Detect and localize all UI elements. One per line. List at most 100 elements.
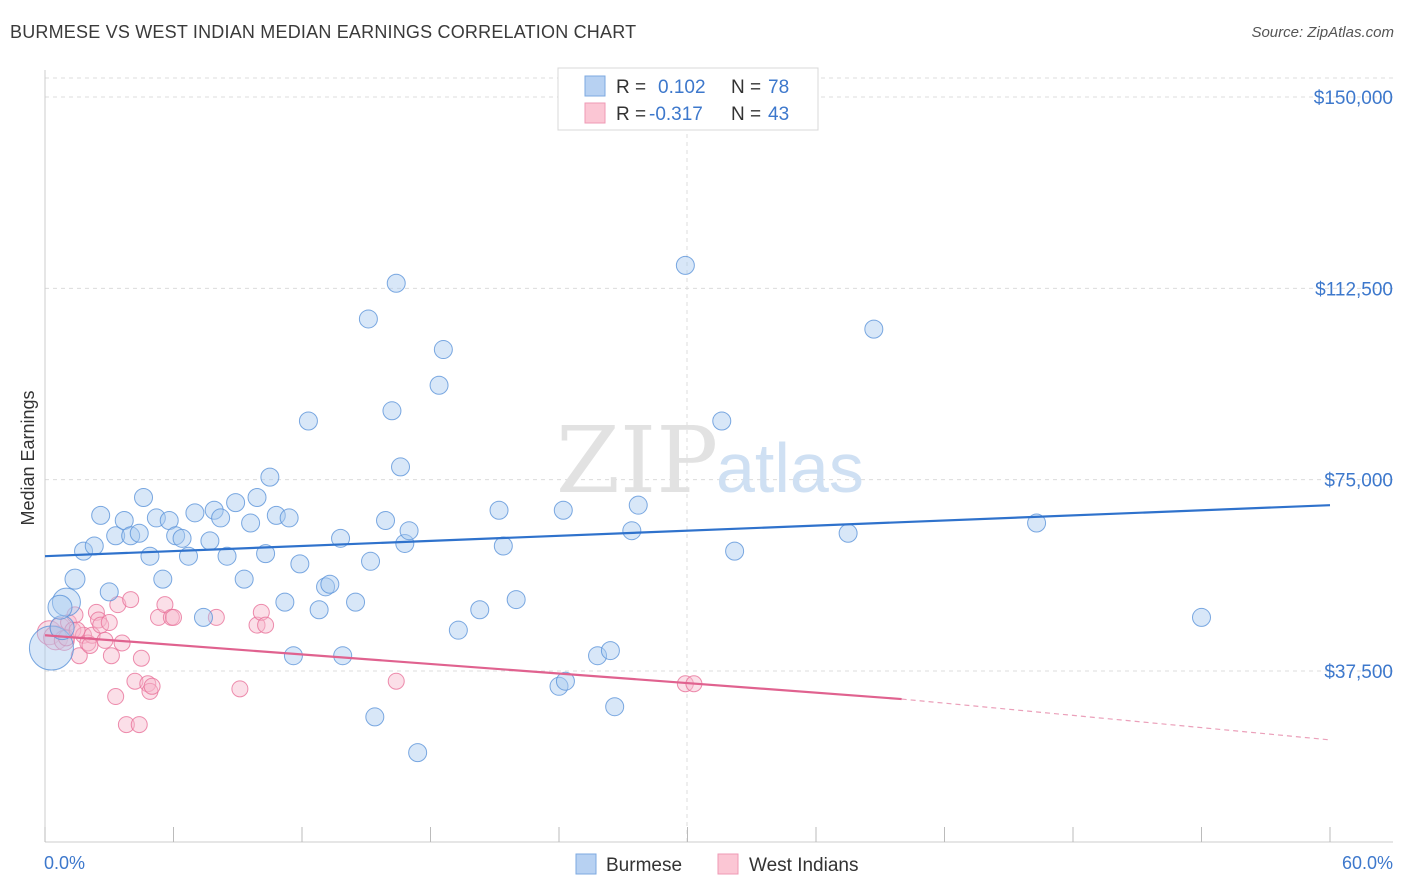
y-tick-label: $112,500 xyxy=(1315,279,1393,300)
burmese-point xyxy=(506,590,526,610)
west-indians-point xyxy=(257,616,275,634)
legend-r-label: R = xyxy=(616,77,646,98)
burmese-point xyxy=(725,541,745,561)
burmese-point xyxy=(448,620,468,640)
burmese-point xyxy=(153,569,173,589)
x-tick-labels: 0.0% 60.0% xyxy=(44,853,1393,873)
legend-swatch-burmese xyxy=(575,853,597,875)
burmese-point xyxy=(433,340,453,360)
burmese-point xyxy=(47,594,73,620)
burmese-point xyxy=(382,401,402,421)
burmese-point xyxy=(279,508,299,528)
burmese-point xyxy=(275,592,295,612)
burmese-point xyxy=(493,536,513,556)
burmese-point xyxy=(256,544,276,564)
y-axis-title: Median Earnings xyxy=(18,390,38,525)
west-indians-point xyxy=(107,688,125,706)
burmese-point xyxy=(129,523,149,543)
burmese-point xyxy=(185,503,205,523)
legend-r-value: -0.317 xyxy=(649,104,703,125)
burmese-point xyxy=(395,533,415,553)
burmese-point xyxy=(628,495,648,515)
legend-n-label: N = xyxy=(731,104,761,125)
legend-n-label: N = xyxy=(731,77,761,98)
legend-n-value: 78 xyxy=(768,77,789,98)
west-indians-point xyxy=(117,716,135,734)
burmese-point xyxy=(588,646,608,666)
burmese-point xyxy=(193,607,213,627)
burmese-point xyxy=(320,574,340,594)
burmese-point xyxy=(331,528,351,548)
watermark-atlas: atlas xyxy=(716,429,864,507)
legend-top: R = 0.102 N = 78 R = -0.317 N = 43 xyxy=(557,67,819,131)
burmese-point xyxy=(391,457,411,477)
west-indians-point xyxy=(207,608,225,626)
burmese-point xyxy=(226,493,246,513)
burmese-point xyxy=(549,676,569,696)
x-tick-label: 0.0% xyxy=(44,853,85,873)
legend-label-west-indians: West Indians xyxy=(749,855,858,876)
burmese-point xyxy=(91,505,111,525)
burmese-point xyxy=(605,697,625,717)
west-indians-point xyxy=(248,616,266,634)
west-indians-point xyxy=(109,596,127,614)
legend-r-value: 0.102 xyxy=(658,77,706,98)
burmese-point xyxy=(134,488,154,508)
y-tick-label: $75,000 xyxy=(1324,471,1393,492)
burmese-point xyxy=(555,671,575,691)
y-tick-label: $150,000 xyxy=(1314,88,1393,109)
y-tick-labels: $37,500 $75,000 $112,500 $150,000 xyxy=(1314,88,1393,683)
burmese-points xyxy=(28,255,1211,763)
burmese-point xyxy=(1027,513,1047,533)
burmese-point xyxy=(204,500,224,520)
west-indians-point xyxy=(100,614,118,632)
burmese-point xyxy=(260,467,280,487)
legend-swatch-west-indians xyxy=(717,853,739,875)
burmese-point xyxy=(217,546,237,566)
burmese-point xyxy=(283,646,303,666)
burmese-point xyxy=(309,600,329,620)
west-indians-point xyxy=(113,634,131,652)
burmese-point xyxy=(234,569,254,589)
burmese-point xyxy=(333,646,353,666)
west-indians-point xyxy=(387,672,405,690)
legend-swatch-burmese xyxy=(584,75,606,97)
chart-title: BURMESE VS WEST INDIAN MEDIAN EARNINGS C… xyxy=(10,22,637,42)
west-indians-point xyxy=(122,591,140,609)
burmese-point xyxy=(489,500,509,520)
burmese-point xyxy=(675,255,695,275)
burmese-point xyxy=(290,554,310,574)
burmese-point xyxy=(365,707,385,727)
west-indians-point xyxy=(165,608,182,626)
burmese-point xyxy=(298,411,318,431)
x-tick-label: 60.0% xyxy=(1342,853,1393,873)
burmese-point xyxy=(600,641,620,661)
legend-r-label: R = xyxy=(616,104,646,125)
west-indians-point xyxy=(130,716,148,734)
burmese-point xyxy=(247,488,267,508)
burmese-point xyxy=(211,508,231,528)
burmese-point xyxy=(346,592,366,612)
burmese-point xyxy=(361,551,381,571)
burmese-point xyxy=(140,546,160,566)
west-indians-point xyxy=(70,647,88,665)
west-indians-point xyxy=(252,603,270,621)
west-indians-trend-extension xyxy=(901,698,1331,741)
burmese-point xyxy=(106,526,126,546)
burmese-point xyxy=(99,582,119,602)
legend-n-value: 43 xyxy=(768,104,789,125)
burmese-point xyxy=(84,536,104,556)
y-tick-label: $37,500 xyxy=(1324,662,1393,683)
west-indians-point xyxy=(81,636,99,654)
burmese-point xyxy=(553,500,573,520)
legend-label-burmese: Burmese xyxy=(606,855,682,876)
burmese-point xyxy=(399,521,419,541)
legend-bottom: Burmese West Indians xyxy=(575,853,858,876)
source-label: Source: ZipAtlas.com xyxy=(1251,24,1394,41)
burmese-point xyxy=(864,319,884,339)
burmese-point xyxy=(200,531,220,551)
axes xyxy=(44,70,1393,843)
burmese-point xyxy=(241,513,261,533)
west-indians-point xyxy=(132,649,150,667)
